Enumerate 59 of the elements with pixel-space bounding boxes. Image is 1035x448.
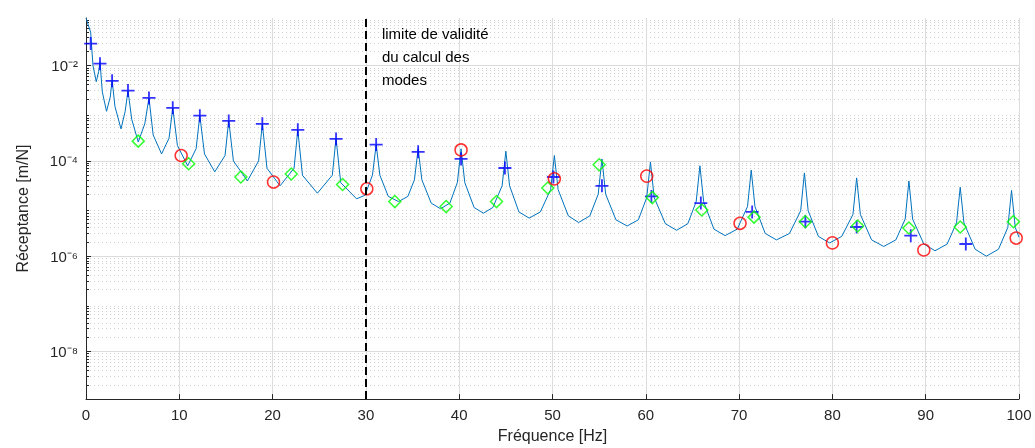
x-tick-label: 20 — [264, 406, 281, 424]
point — [335, 177, 350, 192]
point — [595, 179, 609, 193]
ref-line-label: limite de validité du calcul des modes — [381, 25, 493, 88]
x-tick-label: 60 — [637, 406, 655, 424]
point — [388, 194, 402, 209]
point — [84, 37, 98, 51]
point — [904, 229, 918, 243]
point — [255, 117, 269, 131]
point — [266, 175, 281, 189]
point — [222, 114, 236, 128]
point — [640, 169, 654, 183]
point — [329, 132, 343, 146]
y-tick-label: 10⁻² — [51, 57, 78, 75]
point — [953, 220, 967, 234]
x-tick-label: 30 — [357, 406, 375, 424]
point — [1009, 231, 1023, 245]
x-tick-label: 100 — [1006, 406, 1032, 424]
point — [93, 57, 107, 71]
point — [695, 203, 709, 217]
point — [291, 123, 305, 137]
x-axis-title: Fréquence [Hz] — [497, 426, 608, 444]
point — [489, 194, 504, 209]
y-axis-title: Réceptance [m/N] — [13, 144, 31, 273]
point — [411, 145, 425, 159]
x-tick-label: 50 — [544, 406, 561, 424]
point — [439, 199, 453, 214]
x-tick-label: 10 — [170, 406, 188, 424]
x-tick-label: 0 — [81, 406, 91, 424]
point — [825, 236, 840, 250]
point — [234, 170, 248, 184]
point — [166, 101, 180, 115]
point — [131, 134, 145, 148]
y-tick-label: 10⁻⁶ — [50, 247, 78, 265]
point — [193, 109, 207, 123]
x-tick-label: 40 — [450, 406, 468, 424]
x-tick-label: 80 — [824, 406, 841, 424]
point — [181, 157, 196, 171]
point — [360, 182, 374, 196]
point — [541, 181, 555, 195]
point — [105, 74, 119, 88]
point — [284, 167, 299, 181]
point — [142, 91, 156, 105]
x-tick-label: 90 — [917, 406, 935, 424]
point — [747, 210, 761, 224]
y-tick-label: 10⁻⁸ — [49, 342, 78, 360]
point — [454, 152, 468, 166]
point — [733, 216, 747, 231]
point — [917, 243, 931, 257]
point — [369, 138, 383, 152]
point — [592, 158, 606, 172]
point — [1006, 214, 1021, 229]
point — [174, 148, 188, 163]
x-tick-label: 70 — [730, 406, 748, 424]
point — [498, 161, 512, 175]
point — [959, 237, 973, 251]
point — [454, 143, 468, 157]
point — [902, 221, 916, 235]
y-tick-label: 10⁻⁴ — [49, 152, 78, 170]
